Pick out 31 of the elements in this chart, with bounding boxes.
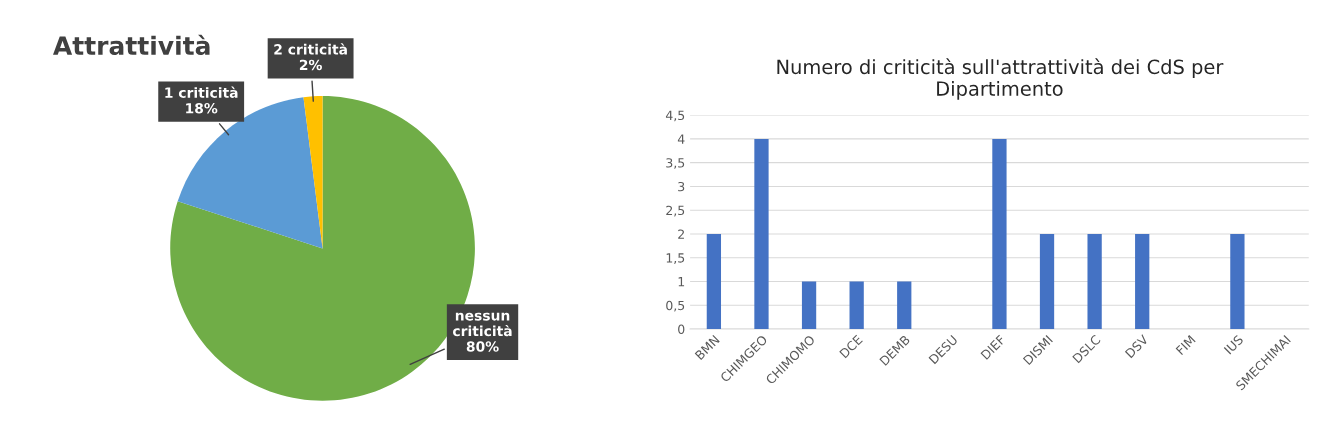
bar: [1230, 233, 1245, 330]
pie-slice: [177, 97, 323, 249]
bar: [706, 233, 722, 330]
y-tick-label: 1: [678, 277, 685, 287]
bar: [1135, 233, 1150, 330]
chart-title: Numero di criticità sull'attrattività dei CdS per Dipartimento: [777, 58, 1224, 100]
y-tick-label: 4: [677, 134, 685, 144]
bar: [1087, 233, 1102, 330]
y-tick-label: 0,5: [666, 300, 685, 312]
y-tick-label: 0: [678, 324, 685, 334]
y-tick-label: 2: [678, 229, 684, 239]
bar: [754, 138, 769, 330]
data-label: 18%: [186, 102, 218, 114]
y-tick-label: 3,5: [666, 158, 685, 169]
bar: [1039, 233, 1055, 330]
data-label: 2%: [299, 59, 322, 71]
y-tick-label: 3: [678, 181, 685, 192]
y-tick-label: 2,5: [666, 205, 685, 217]
bar: [849, 281, 864, 330]
pie-slice: [303, 96, 323, 249]
chart-title: Attrattività: [53, 34, 210, 56]
bar: [992, 138, 1007, 330]
y-tick-label: 1,5: [666, 253, 685, 264]
y-tick-label: 4,5: [665, 110, 685, 122]
bar: [801, 281, 817, 330]
x-tick-label: FIM: [1175, 335, 1196, 356]
data-label: 80%: [466, 341, 499, 352]
bar: [897, 281, 912, 330]
slice-label: 2 criticità: [274, 43, 347, 55]
slice-label: nessun criticità: [453, 312, 512, 337]
slice-label: 1 criticità: [165, 86, 238, 98]
